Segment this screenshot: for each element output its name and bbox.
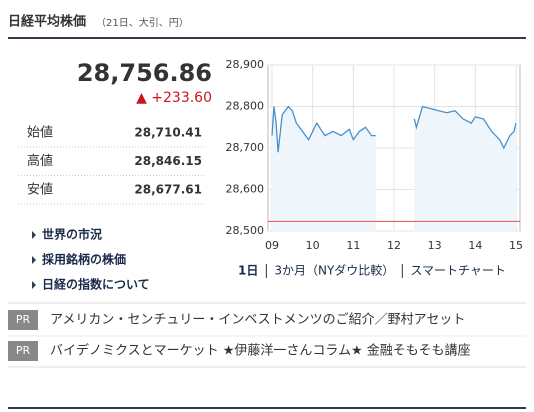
bullet — [32, 256, 36, 264]
pr-link[interactable]: バイデノミクスとマーケット ★伊藤洋一さんコラム★ 金融そもそも講座 — [50, 343, 471, 359]
chart-link[interactable]: 3か月（NYダウ比較） — [274, 263, 394, 278]
stat-value: 28,846.15 — [134, 154, 202, 168]
stat-value: 28,710.41 — [134, 126, 202, 140]
title: 日経平均株価 — [8, 14, 86, 30]
link[interactable]: 採用銘柄の株価 — [42, 252, 126, 267]
stat-label: 安値 — [27, 182, 53, 198]
stat-value: 28,677.61 — [134, 183, 202, 197]
subtitle: （21日、大引、円） — [96, 16, 189, 29]
x-tick-label: 12 — [387, 239, 401, 252]
y-tick-label: 28,800 — [226, 100, 265, 113]
y-tick-label: 28,700 — [226, 141, 265, 154]
pr-tag-bg — [8, 310, 38, 330]
x-tick-label: 11 — [346, 239, 360, 252]
change: ▲ +233.60 — [136, 90, 212, 106]
x-tick-label: 09 — [265, 239, 279, 252]
stat-label: 始値 — [27, 125, 53, 141]
y-tick-label: 28,600 — [226, 183, 265, 196]
pr-link[interactable]: アメリカン・センチュリー・インベストメンツのご紹介／野村アセット — [50, 312, 465, 328]
link[interactable]: 世界の市況 — [42, 227, 102, 242]
price: 28,756.86 — [77, 59, 212, 87]
y-tick-label: 28,900 — [226, 58, 265, 71]
line — [271, 105, 517, 153]
link[interactable]: 日経の指数について — [42, 277, 150, 292]
pr-tag: PR — [16, 344, 31, 357]
bullet — [32, 281, 36, 289]
x-tick-label: 14 — [468, 239, 482, 252]
x-tick-label: 13 — [428, 239, 442, 252]
area — [272, 106, 516, 231]
pr-tag-bg — [8, 341, 38, 361]
x-tick-label: 15 — [509, 239, 523, 252]
stat-label: 高値 — [27, 153, 53, 169]
x-tick-label: 10 — [306, 239, 320, 252]
y-tick-label: 28,500 — [226, 224, 265, 237]
bullet — [32, 231, 36, 239]
pr-tag: PR — [16, 313, 31, 326]
chart-link: 1日 — [238, 264, 258, 278]
chart-link[interactable]: スマートチャート — [410, 264, 506, 278]
